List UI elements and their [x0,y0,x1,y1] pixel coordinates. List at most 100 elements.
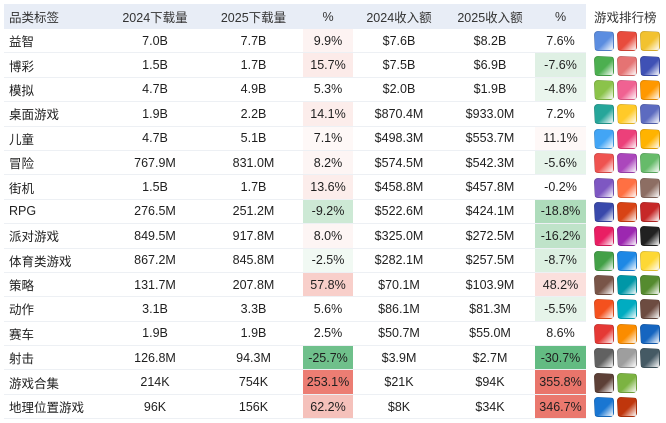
rev-2024: $3.9M [381,350,417,365]
category-table: 品类标签 2024下载量 2025下载量 % 2024收入额 2025收入额 %… [4,4,586,420]
game-icon[interactable] [594,201,614,222]
game-icon[interactable] [617,275,637,296]
game-icon[interactable] [617,250,637,271]
dl-2024: 214K [140,375,170,390]
game-icon[interactable] [594,31,614,52]
game-icon[interactable] [617,55,637,76]
game-icon[interactable] [594,348,614,369]
dl-2025: 4.9B [240,82,267,97]
game-icon[interactable] [640,55,660,76]
ranking-icon-row [590,273,666,297]
dl-2025: 831.0M [232,155,275,170]
game-icon[interactable] [617,128,637,149]
rev-pct: 8.6% [535,321,586,346]
dl-2025: 156K [238,399,269,414]
dl-pct: 14.1% [303,102,353,126]
game-icon[interactable] [594,104,614,125]
game-icon[interactable] [594,299,614,320]
game-icon[interactable] [594,79,614,100]
dl-pct: 62.2% [303,394,353,419]
rev-2025: $424.1M [465,204,515,219]
dl-2024: 131.7M [134,277,176,292]
game-icon[interactable] [594,250,614,271]
game-icon[interactable] [617,323,637,344]
game-icon[interactable] [617,79,637,100]
table-row: 街机 1.5B 1.7B 13.6% $458.8M $457.8M -0.2% [4,175,586,200]
game-icon[interactable] [594,153,614,174]
rev-2025: $8.2B [473,33,507,48]
game-icon[interactable] [640,177,660,198]
game-icon[interactable] [617,348,637,369]
game-icon[interactable] [640,31,660,52]
game-icon[interactable] [640,128,660,149]
ranking-icon-row [590,346,666,370]
dl-2025: 917.8M [232,228,275,243]
dl-2024: 276.5M [134,204,176,219]
game-icon[interactable] [640,226,660,247]
game-icon[interactable] [594,397,614,418]
game-icon[interactable] [594,128,614,149]
game-icon[interactable] [640,104,660,125]
header-dl-pct: % [322,9,334,24]
rev-pct: 48.2% [535,272,586,297]
dl-pct: -2.5% [303,248,353,272]
ranking-icon-row [590,29,666,53]
game-icon[interactable] [640,348,660,369]
ranking-icon-row [590,78,666,102]
rev-pct: -7.6% [535,53,586,77]
game-icon[interactable] [640,201,660,222]
game-icon[interactable] [617,104,637,125]
rev-2024: $498.3M [374,131,424,146]
rev-2025: $34K [475,399,505,414]
rev-pct: -5.5% [535,297,586,321]
dl-2025: 7.7B [240,33,267,48]
header-rev-2025: 2025收入额 [457,11,523,25]
ranking-icon-row [590,151,666,175]
game-icon[interactable] [640,275,660,296]
category-label: 桌面游戏 [9,108,60,123]
dl-pct: 7.1% [303,126,353,150]
game-icon[interactable] [640,79,660,100]
dl-2025: 207.8M [232,277,275,292]
game-icon[interactable] [594,55,614,76]
game-icon[interactable] [617,397,637,418]
game-icon[interactable] [617,372,637,393]
category-label: 射击 [9,352,35,367]
rev-2025: $1.9B [473,82,507,97]
game-icon[interactable] [617,226,637,247]
game-icon[interactable] [617,31,637,52]
game-icon[interactable] [617,177,637,198]
game-icon[interactable] [594,226,614,247]
rev-2024: $574.5M [374,155,424,170]
rev-pct: 346.7% [535,394,586,419]
rev-2024: $282.1M [374,253,424,268]
game-icon[interactable] [617,201,637,222]
table-row: 派对游戏 849.5M 917.8M 8.0% $325.0M $272.5M -16.2% [4,224,586,249]
game-icon[interactable] [594,275,614,296]
rev-pct: -4.8% [535,77,586,102]
game-icon[interactable] [640,153,660,174]
game-icon[interactable] [640,299,660,320]
game-icon[interactable] [594,323,614,344]
dl-pct: 15.7% [303,53,353,77]
rev-2025: $103.9M [465,277,515,292]
rev-2024: $870.4M [374,106,424,121]
game-icon[interactable] [640,323,660,344]
category-label: 体育类游戏 [9,254,72,269]
table-row: 动作 3.1B 3.3B 5.6% $86.1M $81.3M -5.5% [4,297,586,322]
game-icon[interactable] [640,250,660,271]
dl-2024: 1.9B [142,106,168,121]
dl-2025: 1.7B [240,180,267,195]
table-row: 桌面游戏 1.9B 2.2B 14.1% $870.4M $933.0M 7.2% [4,102,586,127]
dl-pct: -25.7% [303,346,353,370]
table-row: 赛车 1.9B 1.9B 2.5% $50.7M $55.0M 8.6% [4,321,586,347]
game-icon[interactable] [617,299,637,320]
rev-pct: 11.1% [535,126,586,150]
game-icon[interactable] [594,177,614,198]
dl-2025: 2.2B [240,106,267,121]
dl-2024: 96K [143,399,167,414]
category-label: 街机 [9,181,35,196]
game-icon[interactable] [594,372,614,393]
header-dl-2024: 2024下载量 [122,11,188,25]
game-icon[interactable] [617,153,637,174]
